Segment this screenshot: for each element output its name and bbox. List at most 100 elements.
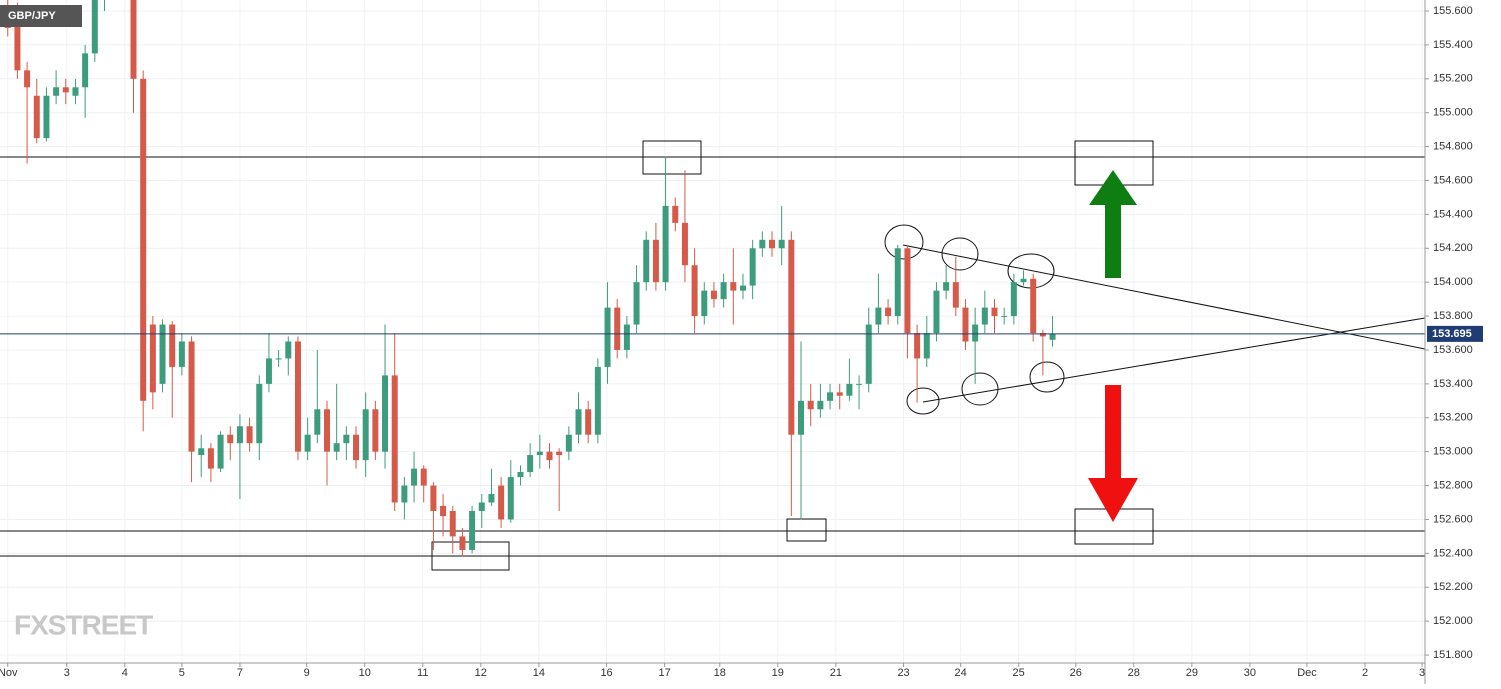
y-tick-label: 153.400: [1433, 378, 1473, 390]
touch-circle: [884, 224, 924, 260]
y-tick-label: 153.800: [1433, 310, 1473, 322]
candle-body: [991, 307, 998, 317]
candle-body: [556, 451, 563, 456]
x-tick-label: Dec: [1297, 667, 1317, 679]
candle-body: [614, 307, 621, 350]
candle-body: [82, 53, 89, 88]
candle-body: [14, 11, 21, 71]
candle-body: [507, 477, 514, 520]
y-tick-label: 152.000: [1433, 615, 1473, 627]
y-tick-label: 155.000: [1433, 107, 1473, 119]
candle-body: [885, 307, 892, 317]
candle-body: [643, 239, 650, 283]
x-tick-label: 10: [359, 667, 371, 679]
candle-body: [275, 358, 282, 360]
y-tick-label: 155.600: [1433, 5, 1473, 17]
candle-body: [304, 434, 311, 452]
logo: FXSTREET: [14, 609, 153, 640]
candle-body: [1001, 316, 1008, 318]
candle-body: [546, 451, 553, 461]
x-tick-label: 11: [417, 667, 428, 679]
annotations: [0, 140, 1426, 571]
candle-body: [875, 307, 882, 325]
trend-line: [902, 244, 1426, 350]
candle-body: [585, 409, 592, 435]
candle-body: [178, 341, 185, 367]
highlight-box: [642, 140, 702, 175]
candle-body: [536, 451, 543, 456]
candle-body: [149, 324, 156, 393]
x-tick-label: 23: [897, 667, 909, 679]
x-tick-label: 4: [122, 667, 128, 679]
candle-body: [227, 434, 234, 444]
x-tick-label: 18: [714, 667, 726, 679]
candle-body: [759, 239, 766, 249]
candle-body: [749, 248, 756, 286]
x-tick-label: 5: [179, 667, 185, 679]
symbol: GBP/JPY: [8, 10, 56, 22]
y-tick-label: 154.800: [1433, 141, 1473, 153]
candle-body: [62, 87, 69, 93]
candle-body: [372, 409, 379, 452]
candle-body: [382, 375, 389, 452]
candle-body: [623, 324, 630, 350]
candle-body: [914, 333, 921, 359]
y-tick-label: 154.600: [1433, 174, 1473, 186]
candle-body: [739, 285, 746, 291]
x-tick-label: 29: [1186, 667, 1198, 679]
candle-body: [594, 366, 601, 435]
y-tick-label: 155.200: [1433, 73, 1473, 85]
candle-body: [681, 222, 688, 266]
candle-body: [459, 536, 466, 550]
x-tick-label: Nov: [0, 667, 18, 679]
candle-body: [217, 434, 224, 469]
x-tick-label: 14: [533, 667, 545, 679]
candle-body: [236, 426, 243, 444]
y-tick-label: 153.000: [1433, 446, 1473, 458]
candle-body: [846, 383, 853, 396]
candle-body: [285, 341, 292, 359]
candle-body: [362, 409, 369, 461]
candle-body: [24, 70, 31, 88]
candle-body: [401, 485, 408, 503]
y-tick-label: 154.200: [1433, 242, 1473, 254]
candle-body: [246, 426, 253, 444]
candle-body: [981, 307, 988, 325]
candle-body: [353, 434, 360, 461]
touch-circle: [941, 237, 979, 271]
candle-body: [91, 0, 98, 54]
candle-body: [33, 95, 40, 139]
candle-body: [933, 290, 940, 334]
x-tick-label: 7: [237, 667, 243, 679]
touch-circle: [961, 372, 999, 406]
up-arrow: [1089, 170, 1137, 278]
x-tick-label: 21: [830, 667, 842, 679]
candle-body: [865, 324, 872, 384]
x-tick-label: 16: [600, 667, 612, 679]
candle-body: [207, 448, 214, 469]
candle-body: [488, 494, 495, 503]
last-price-badge: [1427, 325, 1483, 342]
candle-body: [788, 239, 795, 435]
y-tick-label: 153.200: [1433, 412, 1473, 424]
x-tick-label: 17: [658, 667, 670, 679]
candle-body: [662, 205, 669, 283]
candle-body: [159, 324, 166, 384]
candle-body: [256, 383, 263, 444]
candle-body: [817, 400, 824, 410]
y-tick-label: 155.400: [1433, 39, 1473, 51]
candle-body: [943, 282, 950, 291]
candle-body: [53, 87, 60, 96]
candle-body: [130, 0, 137, 79]
candle-body: [440, 505, 447, 517]
candle-body: [265, 358, 272, 384]
down-arrow: [1088, 385, 1138, 522]
x-tick-label: 19: [772, 667, 784, 679]
y-tick-label: 152.600: [1433, 513, 1473, 525]
x-tick-label: 30: [1244, 667, 1256, 679]
x-tick-label: 25: [1013, 667, 1025, 679]
grid: [0, 0, 1425, 663]
x-tick-label: 24: [955, 667, 967, 679]
y-tick-label: 152.800: [1433, 479, 1473, 491]
